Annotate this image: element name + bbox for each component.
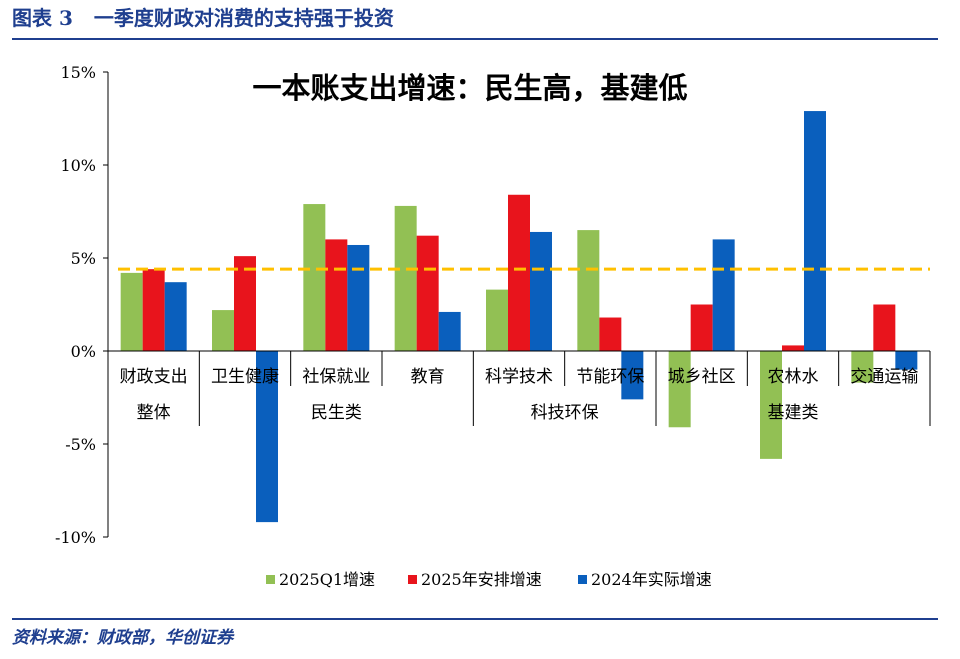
x-group-label: 整体 xyxy=(137,403,171,423)
chart-title: 一本账支出增速：民生高，基建低 xyxy=(252,71,687,105)
x-category-label: 交通运输 xyxy=(850,367,918,387)
footer-rule xyxy=(12,618,938,620)
bar-1-1 xyxy=(234,256,256,351)
figure-title: 一季度财政对消费的支持强于投资 xyxy=(93,6,394,30)
x-category-label: 教育 xyxy=(411,367,445,387)
bar-0-4 xyxy=(486,289,508,351)
bar-0-1 xyxy=(212,310,234,351)
bar-2-7 xyxy=(804,111,826,351)
x-category-label: 城乡社区 xyxy=(668,367,736,387)
header-rule xyxy=(12,38,938,40)
x-category-label: 节能环保 xyxy=(576,367,644,387)
legend-swatch-2 xyxy=(578,575,587,584)
legend-label-2: 2024年实际增速 xyxy=(591,570,712,589)
bar-2-6 xyxy=(712,239,735,351)
legend-swatch-1 xyxy=(408,575,417,584)
bar-0-0 xyxy=(120,272,143,351)
x-category-label: 科学技术 xyxy=(485,367,553,387)
bar-0-7 xyxy=(760,351,782,459)
legend-label-0: 2025Q1增速 xyxy=(279,570,375,589)
bar-1-4 xyxy=(508,194,530,351)
x-category-label: 财政支出 xyxy=(120,367,188,387)
bar-2-8 xyxy=(895,351,918,370)
bar-2-2 xyxy=(347,244,370,351)
bar-1-7 xyxy=(782,345,804,351)
x-group-label: 基建类 xyxy=(768,403,819,423)
bar-2-0 xyxy=(164,282,187,351)
bar-1-8 xyxy=(873,304,896,351)
y-tick-label: -5% xyxy=(65,435,96,454)
bar-1-5 xyxy=(599,317,622,351)
y-tick-label: 0% xyxy=(71,342,96,361)
bar-2-5 xyxy=(621,351,644,400)
bar-1-0 xyxy=(142,269,165,351)
bar-0-8 xyxy=(851,351,874,383)
legend-swatch-0 xyxy=(266,575,275,584)
bar-1-6 xyxy=(690,304,713,351)
y-tick-label: 15% xyxy=(60,63,96,82)
x-category-label: 卫生健康 xyxy=(211,367,279,387)
bar-0-2 xyxy=(303,204,326,351)
x-group-label: 民生类 xyxy=(311,403,362,423)
bar-chart: 15% 10% 5% 0% -5% -10% 财政支出 卫生健康 社保就业 教育 科学技术 节能环保 城… xyxy=(55,63,931,589)
y-tick-label: -10% xyxy=(55,528,96,547)
bar-0-6 xyxy=(668,351,691,428)
x-category-label: 农林水 xyxy=(768,367,819,387)
legend-label-1: 2025年安排增速 xyxy=(421,570,542,589)
y-tick-label: 10% xyxy=(60,156,96,175)
source-note: 资料来源：财政部，华创证券 xyxy=(12,628,233,648)
figure-header: 图表 3 一季度财政对消费的支持强于投资 xyxy=(12,2,938,36)
bar-0-3 xyxy=(394,205,417,351)
bar-1-3 xyxy=(416,235,439,351)
x-group-label: 科技环保 xyxy=(531,403,599,423)
bar-2-3 xyxy=(438,311,461,351)
bar-2-1 xyxy=(256,351,278,523)
figure-number: 图表 3 xyxy=(12,6,73,30)
x-category-label: 社保就业 xyxy=(302,367,370,387)
y-tick-label: 5% xyxy=(71,249,96,268)
bar-1-2 xyxy=(325,239,348,351)
bar-0-5 xyxy=(577,230,600,351)
bar-2-4 xyxy=(530,231,552,351)
